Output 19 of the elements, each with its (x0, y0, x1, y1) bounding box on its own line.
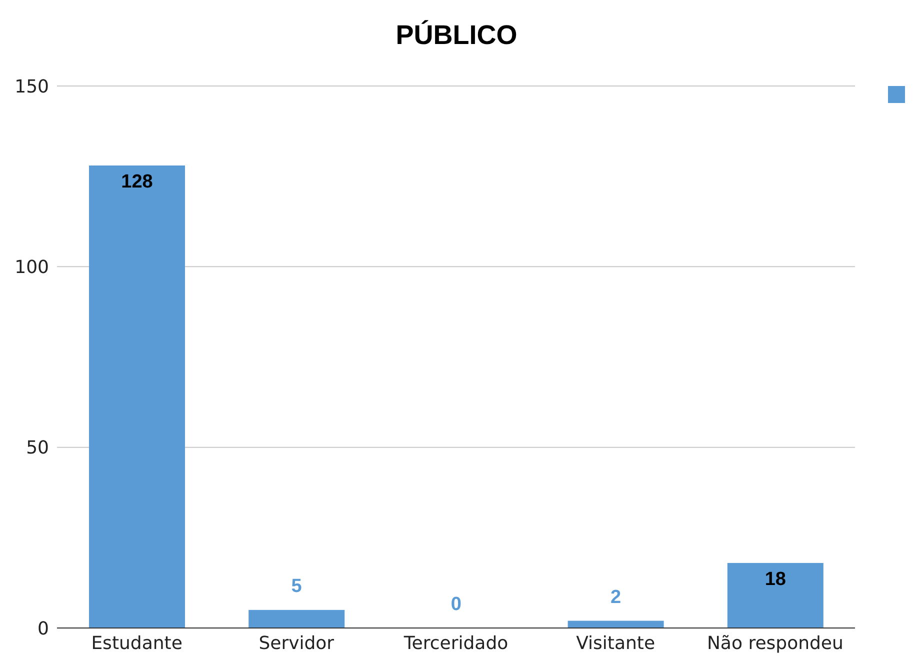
data-label: 5 (291, 576, 302, 597)
x-tick-label: Servidor (258, 632, 335, 654)
x-tick-label: Visitante (576, 632, 656, 654)
data-label: 0 (450, 594, 462, 615)
x-tick-label: Não respondeu (706, 632, 844, 654)
data-label: 2 (610, 586, 622, 608)
y-tick-label: 50 (26, 438, 49, 459)
x-tick-label: Estudante (91, 632, 182, 654)
bar (568, 620, 664, 628)
y-tick-label: 0 (38, 618, 49, 640)
y-tick-label: 150 (14, 76, 49, 98)
chart-title: PÚBLICO (394, 20, 518, 51)
bar (727, 562, 824, 628)
x-tick-label: Terceridado (402, 632, 508, 654)
bar (248, 610, 345, 628)
data-label: 18 (764, 568, 786, 590)
bar (89, 165, 185, 628)
data-label: 128 (121, 171, 153, 192)
y-tick-label: 100 (14, 257, 49, 278)
